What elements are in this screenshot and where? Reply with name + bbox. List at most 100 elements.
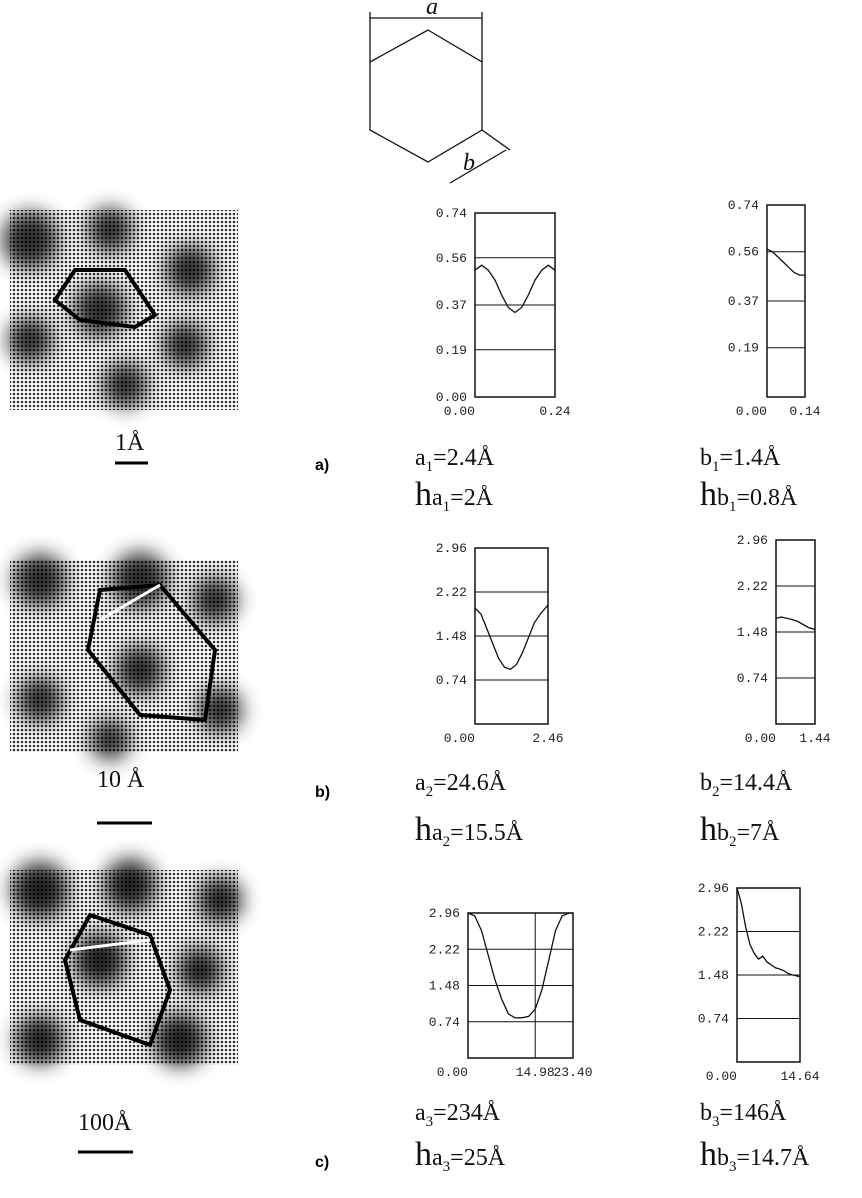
y-tick-label: 2.22 xyxy=(698,925,729,940)
subscript: 3 xyxy=(443,1159,451,1175)
scale-label: 100Å xyxy=(78,1110,132,1136)
y-tick-label: 2.22 xyxy=(436,585,467,600)
stm-image xyxy=(10,552,242,760)
profile-line xyxy=(467,912,573,1019)
y-tick-label: 0.37 xyxy=(728,294,759,309)
y-tick-label: 0.56 xyxy=(728,245,759,260)
h-symbol: h xyxy=(700,811,717,848)
h-symbol: h xyxy=(700,476,717,513)
value: =25Å xyxy=(450,1145,506,1171)
value: =146Å xyxy=(720,1100,788,1126)
symbol: b xyxy=(700,770,712,796)
profile-line xyxy=(775,616,816,631)
y-tick-label: 0.74 xyxy=(698,1012,729,1027)
panel-label: a) xyxy=(315,457,329,474)
subscript: 1 xyxy=(712,459,720,475)
scale-bar xyxy=(78,461,152,1154)
equation: ha1=2Å xyxy=(415,476,494,515)
x-tick-label: 0.00 xyxy=(736,404,767,419)
y-tick-label: 0.74 xyxy=(728,198,759,213)
y-tick-label: 1.48 xyxy=(698,968,729,983)
subscript: 3 xyxy=(712,1114,720,1130)
y-tick-label: 0.74 xyxy=(436,206,467,221)
symbol: a xyxy=(415,445,426,471)
h-symbol: h xyxy=(415,476,432,513)
x-tick-label: 1.44 xyxy=(799,731,830,746)
equation: hb1=0.8Å xyxy=(700,476,798,515)
x-tick-label: 14.64 xyxy=(780,1069,819,1084)
value: =2Å xyxy=(450,485,494,511)
stm-image xyxy=(10,859,242,1066)
symbol: a xyxy=(432,1145,443,1171)
equation: b1=1.4Å xyxy=(700,445,781,475)
x-tick-label: 2.46 xyxy=(532,731,563,746)
profile-line xyxy=(736,887,801,978)
h-symbol: h xyxy=(415,1136,432,1173)
profile-line xyxy=(474,604,549,671)
equation: a3=234Å xyxy=(415,1100,501,1130)
value: =0.8Å xyxy=(737,485,799,511)
profile-line xyxy=(474,264,556,314)
subscript: 2 xyxy=(712,784,720,800)
equation: b3=146Å xyxy=(700,1100,787,1130)
y-tick-label: 1.48 xyxy=(737,625,768,640)
equation: b2=14.4Å xyxy=(700,770,793,800)
y-tick-label: 2.96 xyxy=(436,541,467,556)
equation: a1=2.4Å xyxy=(415,445,495,475)
symbol: a xyxy=(432,485,443,511)
y-tick-label: 2.96 xyxy=(737,533,768,548)
y-tick-label: 2.96 xyxy=(698,881,729,896)
y-tick-label: 0.19 xyxy=(436,343,467,358)
diagram-label: b xyxy=(463,150,475,176)
h-symbol: h xyxy=(415,811,432,848)
subscript: 2 xyxy=(426,784,434,800)
value: =14.4Å xyxy=(720,770,794,796)
y-tick-label: 2.22 xyxy=(429,942,460,957)
value: =7Å xyxy=(737,820,781,846)
symbol: a xyxy=(432,820,443,846)
x-tick-label: 0.00 xyxy=(745,731,776,746)
symbol: a xyxy=(415,1100,426,1126)
y-tick-label: 0.37 xyxy=(436,298,467,313)
y-tick-label: 0.74 xyxy=(429,1015,460,1030)
value: =15.5Å xyxy=(450,820,524,846)
stm-image xyxy=(2,208,238,410)
symbol: a xyxy=(415,770,426,796)
y-tick-label: 0.74 xyxy=(436,673,467,688)
y-tick-label: 0.00 xyxy=(436,390,467,405)
profile-line xyxy=(766,248,805,276)
y-tick-label: 2.22 xyxy=(737,579,768,594)
h-symbol: h xyxy=(700,1136,717,1173)
x-tick-label: 0.00 xyxy=(444,731,475,746)
subscript: 3 xyxy=(729,1159,737,1175)
value: =234Å xyxy=(433,1100,501,1126)
panel-label: c) xyxy=(315,1154,329,1171)
equation: ha2=15.5Å xyxy=(415,811,524,850)
subscript: 1 xyxy=(426,459,434,475)
subscript: 2 xyxy=(729,834,737,850)
subscript: 3 xyxy=(426,1114,434,1130)
panel-label: b) xyxy=(315,784,330,801)
x-tick-label: 0.00 xyxy=(444,404,475,419)
x-tick-label: 0.14 xyxy=(789,404,820,419)
x-tick-label: 0.00 xyxy=(437,1065,468,1080)
value: =14.7Å xyxy=(737,1145,811,1171)
x-tick-label: 14.98 xyxy=(516,1065,555,1080)
scale-label: 1Å xyxy=(115,430,145,456)
subscript: 1 xyxy=(729,499,737,515)
y-tick-label: 0.56 xyxy=(436,251,467,266)
equation: ha3=25Å xyxy=(415,1136,506,1175)
x-tick-label: 0.00 xyxy=(706,1069,737,1084)
value: =24.6Å xyxy=(433,770,507,796)
scale-label: 10 Å xyxy=(97,767,145,793)
symbol: b xyxy=(700,1100,712,1126)
y-tick-label: 0.74 xyxy=(737,671,768,686)
x-tick-label: 0.24 xyxy=(539,404,570,419)
y-tick-label: 0.19 xyxy=(728,341,759,356)
value: =1.4Å xyxy=(720,445,782,471)
hexagon-diagram xyxy=(369,12,511,184)
symbol: b xyxy=(717,485,729,511)
symbol: b xyxy=(700,445,712,471)
y-tick-label: 1.48 xyxy=(436,629,467,644)
